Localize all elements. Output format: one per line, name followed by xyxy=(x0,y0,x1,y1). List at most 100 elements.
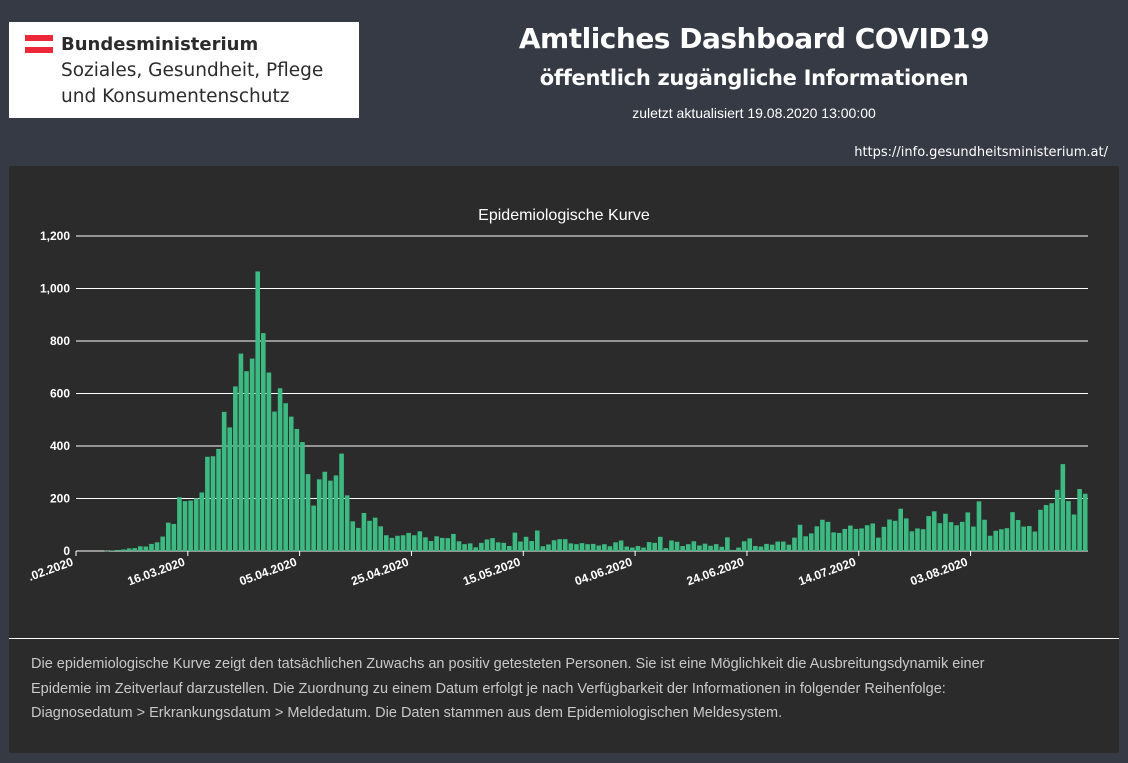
bar[interactable] xyxy=(1066,501,1071,552)
bar[interactable] xyxy=(903,518,909,551)
bar[interactable] xyxy=(697,545,702,551)
bar[interactable] xyxy=(864,525,870,551)
bar[interactable] xyxy=(389,537,395,552)
bar[interactable] xyxy=(210,456,216,551)
bar[interactable] xyxy=(221,411,227,552)
bar[interactable] xyxy=(283,403,288,551)
bar[interactable] xyxy=(177,497,182,551)
bar[interactable] xyxy=(663,548,669,551)
bar[interactable] xyxy=(423,537,428,551)
bar[interactable] xyxy=(456,541,462,551)
bar[interactable] xyxy=(1027,526,1032,551)
bar[interactable] xyxy=(669,540,674,552)
bar[interactable] xyxy=(143,546,149,551)
bar[interactable] xyxy=(568,543,574,551)
bar[interactable] xyxy=(652,542,657,551)
bar[interactable] xyxy=(132,548,137,551)
bar[interactable] xyxy=(909,531,915,551)
bar[interactable] xyxy=(993,530,999,551)
bar[interactable] xyxy=(881,526,887,551)
bar[interactable] xyxy=(836,532,842,551)
bar[interactable] xyxy=(507,546,512,551)
bar[interactable] xyxy=(842,528,848,551)
bar[interactable] xyxy=(931,511,937,551)
bar[interactable] xyxy=(915,528,920,551)
bar[interactable] xyxy=(322,471,328,551)
bar[interactable] xyxy=(205,456,210,551)
bar[interactable] xyxy=(238,353,244,551)
bar[interactable] xyxy=(657,536,663,551)
bar[interactable] xyxy=(534,530,540,551)
bar[interactable] xyxy=(434,536,439,551)
bar[interactable] xyxy=(484,539,490,551)
bar[interactable] xyxy=(154,542,160,551)
bar[interactable] xyxy=(244,371,249,551)
bar[interactable] xyxy=(574,544,579,551)
bar[interactable] xyxy=(691,541,697,551)
bar[interactable] xyxy=(199,492,205,551)
bar[interactable] xyxy=(741,541,747,551)
bar[interactable] xyxy=(708,545,713,551)
bar[interactable] xyxy=(1071,514,1077,551)
bar[interactable] xyxy=(557,539,562,551)
bar[interactable] xyxy=(1054,489,1060,551)
bar[interactable] xyxy=(736,547,741,551)
bar[interactable] xyxy=(943,513,948,551)
bar[interactable] xyxy=(1032,531,1038,551)
bar[interactable] xyxy=(490,538,495,551)
bar[interactable] xyxy=(987,535,993,551)
bar[interactable] xyxy=(1060,464,1066,551)
bar[interactable] xyxy=(339,453,344,551)
bar[interactable] xyxy=(713,544,719,551)
bar[interactable] xyxy=(769,544,775,551)
bar[interactable] xyxy=(512,532,518,552)
bar[interactable] xyxy=(1082,493,1088,551)
bar[interactable] xyxy=(462,544,467,551)
source-url-link[interactable]: https://info.gesundheitsministerium.at/ xyxy=(854,145,1108,160)
bar[interactable] xyxy=(467,543,473,551)
bar[interactable] xyxy=(725,537,730,551)
bar[interactable] xyxy=(188,500,193,551)
bar[interactable] xyxy=(641,547,646,551)
bar[interactable] xyxy=(937,523,943,551)
bar[interactable] xyxy=(149,543,154,551)
bar[interactable] xyxy=(602,544,607,551)
bar[interactable] xyxy=(797,524,803,551)
bar[interactable] xyxy=(406,532,411,551)
bar[interactable] xyxy=(400,535,406,551)
bar[interactable] xyxy=(1010,512,1015,551)
bar[interactable] xyxy=(954,525,959,551)
bar[interactable] xyxy=(249,358,255,551)
bar[interactable] xyxy=(551,540,557,551)
bar[interactable] xyxy=(999,529,1004,551)
bar[interactable] xyxy=(311,505,316,551)
bar[interactable] xyxy=(255,271,261,551)
bar[interactable] xyxy=(579,543,585,552)
bar[interactable] xyxy=(859,528,864,551)
bar[interactable] xyxy=(165,522,171,551)
bar[interactable] xyxy=(613,542,618,551)
bar[interactable] xyxy=(316,479,322,551)
bar[interactable] xyxy=(618,540,624,552)
bar[interactable] xyxy=(115,549,121,551)
bar[interactable] xyxy=(182,501,188,552)
bar[interactable] xyxy=(820,519,825,551)
bar[interactable] xyxy=(887,519,892,552)
bar[interactable] xyxy=(529,541,534,551)
bar[interactable] xyxy=(294,428,300,551)
bar[interactable] xyxy=(277,388,283,551)
bar[interactable] xyxy=(786,544,792,551)
bar[interactable] xyxy=(635,546,641,551)
bar[interactable] xyxy=(870,523,876,551)
bar[interactable] xyxy=(473,547,479,551)
bar[interactable] xyxy=(1004,528,1010,551)
bar[interactable] xyxy=(898,508,903,551)
bar[interactable] xyxy=(825,521,831,551)
bar[interactable] xyxy=(948,522,954,552)
bar[interactable] xyxy=(585,544,590,551)
bar[interactable] xyxy=(674,541,680,551)
bar[interactable] xyxy=(702,543,708,551)
bar[interactable] xyxy=(546,544,551,551)
bar[interactable] xyxy=(624,546,630,551)
bar[interactable] xyxy=(892,520,898,551)
